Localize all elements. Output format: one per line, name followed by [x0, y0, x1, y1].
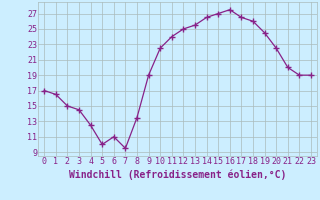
X-axis label: Windchill (Refroidissement éolien,°C): Windchill (Refroidissement éolien,°C) — [69, 169, 286, 180]
